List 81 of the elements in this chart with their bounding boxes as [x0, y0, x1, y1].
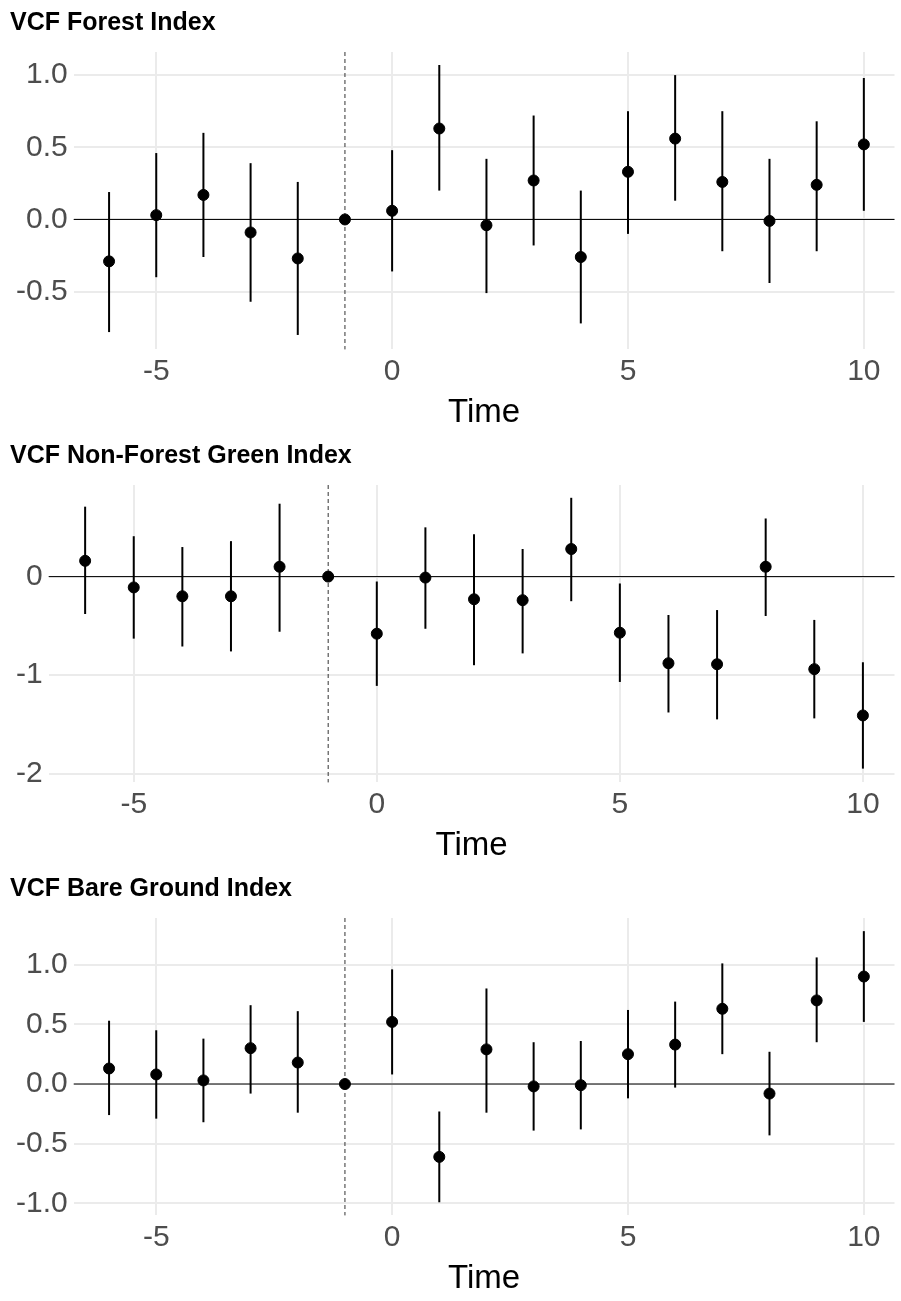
x-tick-label: 10 — [847, 1218, 881, 1252]
point — [224, 590, 237, 603]
y-tick-label: 1.0 — [25, 945, 68, 979]
point — [810, 178, 823, 191]
point — [433, 1150, 446, 1163]
point — [370, 627, 383, 640]
x-tick-label: -5 — [142, 1218, 170, 1252]
y-tick-label: 1.0 — [25, 56, 68, 90]
point — [763, 214, 776, 227]
x-tick-label: 0 — [383, 352, 401, 386]
y-tick-label: -1.0 — [15, 1184, 68, 1218]
x-tick-label: 5 — [619, 352, 637, 386]
point — [565, 543, 578, 556]
point — [244, 1042, 257, 1055]
point — [103, 1062, 116, 1075]
x-tick-label: 10 — [846, 785, 880, 819]
chart-title: VCF Non-Forest Green Index — [10, 439, 352, 468]
point — [669, 132, 682, 145]
x-tick-label: -5 — [142, 352, 170, 386]
point — [856, 709, 869, 722]
point — [711, 658, 724, 671]
point — [662, 657, 675, 670]
point — [669, 1038, 682, 1051]
y-tick-label: -2 — [15, 754, 43, 788]
point — [857, 970, 870, 983]
y-tick-label: 0 — [25, 557, 43, 591]
y-tick-label: -1 — [15, 656, 43, 690]
chart-title: VCF Forest Index — [10, 6, 216, 35]
point — [197, 188, 210, 201]
point — [386, 204, 399, 217]
point — [103, 255, 116, 268]
point — [338, 213, 351, 226]
point — [857, 138, 870, 151]
y-tick-label: 0.0 — [25, 1065, 68, 1099]
point — [338, 1078, 351, 1091]
point — [150, 1068, 163, 1081]
point — [613, 626, 626, 639]
point — [197, 1074, 210, 1087]
point — [527, 174, 540, 187]
point — [150, 209, 163, 222]
point — [621, 1048, 634, 1061]
y-tick-label: -0.5 — [15, 1125, 68, 1158]
x-tick-label: -5 — [120, 785, 148, 819]
x-tick-label: 5 — [619, 1218, 637, 1252]
point — [574, 251, 587, 263]
point — [291, 1056, 304, 1069]
point — [244, 226, 257, 239]
point — [810, 994, 823, 1007]
point — [621, 165, 634, 178]
chart-title: VCF Bare Ground Index — [10, 872, 293, 901]
point — [468, 593, 481, 606]
point — [527, 1080, 540, 1093]
point — [480, 1043, 493, 1056]
point — [716, 175, 729, 188]
x-axis-title: Time — [448, 392, 521, 430]
point — [716, 1002, 729, 1015]
x-axis-title: Time — [435, 825, 508, 863]
x-tick-label: 5 — [611, 785, 629, 819]
point — [322, 570, 335, 583]
point — [79, 554, 92, 567]
point — [574, 1079, 587, 1092]
point — [273, 560, 286, 573]
y-tick-label: 0.5 — [25, 128, 68, 162]
point — [516, 594, 529, 607]
x-tick-label: 0 — [383, 1218, 401, 1252]
point — [176, 590, 189, 603]
point — [386, 1015, 399, 1028]
x-tick-label: 0 — [368, 785, 386, 819]
point — [433, 122, 446, 135]
point — [480, 219, 493, 232]
x-axis-title: Time — [448, 1258, 521, 1296]
point — [127, 581, 140, 594]
point — [763, 1087, 776, 1100]
y-tick-label: 0.5 — [25, 1005, 68, 1039]
y-tick-label: 0.0 — [25, 200, 68, 234]
point — [419, 571, 432, 584]
y-tick-label: -0.5 — [15, 272, 68, 306]
x-tick-label: 10 — [847, 352, 881, 386]
point — [759, 560, 772, 573]
point — [291, 252, 304, 265]
point — [808, 663, 821, 676]
